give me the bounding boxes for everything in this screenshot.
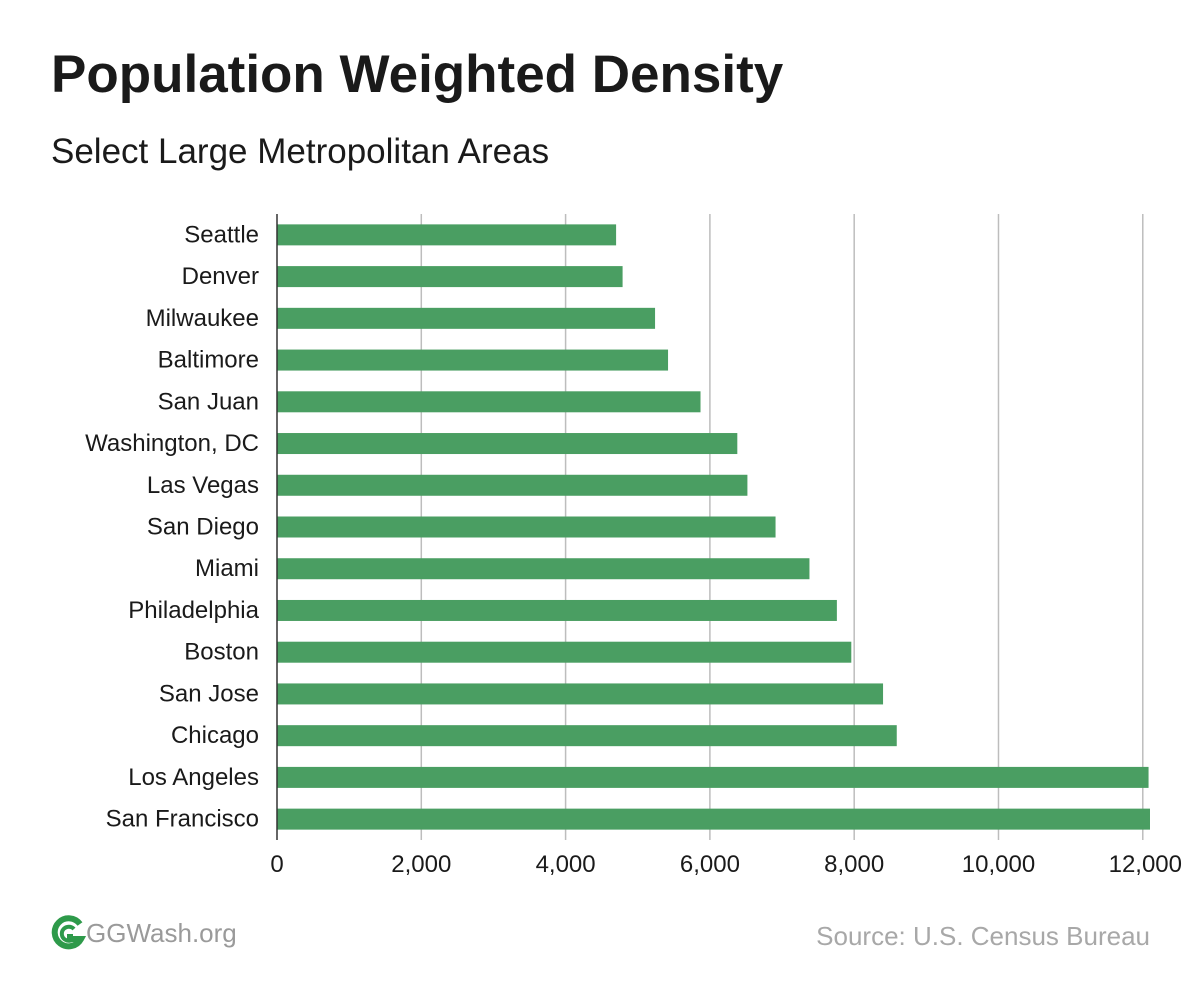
bar (277, 349, 669, 371)
bar (277, 683, 884, 705)
category-label: San Jose (159, 680, 259, 707)
x-tick-label: 8,000 (824, 851, 884, 878)
category-label: San Francisco (106, 806, 259, 833)
bar (277, 224, 617, 246)
bar (277, 766, 1149, 788)
x-tick-label: 4,000 (536, 851, 596, 878)
x-tick-label: 12,000 (1109, 851, 1182, 878)
category-label: Seattle (184, 221, 259, 248)
chart-title: Population Weighted Density (51, 45, 784, 104)
bar (277, 808, 1150, 830)
bar (277, 516, 776, 538)
source-note: Source: U.S. Census Bureau (816, 921, 1150, 951)
logo-text: GGWash.org (86, 917, 237, 948)
bar (277, 558, 810, 580)
bar (277, 474, 748, 496)
bar (277, 391, 701, 413)
x-tick-label: 10,000 (962, 851, 1035, 878)
category-label: Denver (182, 263, 259, 290)
category-label: Miami (195, 555, 259, 582)
ggwash-logo: GGWash.org (50, 915, 237, 951)
bar (277, 433, 738, 455)
bar (277, 307, 656, 329)
category-label: Boston (184, 639, 259, 666)
x-tick-label: 6,000 (680, 851, 740, 878)
ggwash-logo-icon (51, 915, 86, 950)
category-label: Chicago (171, 722, 259, 749)
bar (277, 266, 623, 288)
category-label: Los Angeles (128, 764, 259, 791)
category-label: Las Vegas (147, 472, 259, 499)
category-label: Washington, DC (85, 430, 259, 457)
bar (277, 599, 837, 621)
category-label: San Juan (158, 388, 259, 415)
bar (277, 725, 897, 747)
category-label: Milwaukee (146, 305, 259, 332)
category-label: Baltimore (158, 347, 259, 374)
x-tick-label: 0 (270, 851, 283, 878)
chart-subtitle: Select Large Metropolitan Areas (51, 132, 550, 171)
category-label: Philadelphia (128, 597, 259, 624)
bar (277, 641, 852, 663)
category-label: San Diego (147, 514, 259, 541)
x-tick-label: 2,000 (391, 851, 451, 878)
